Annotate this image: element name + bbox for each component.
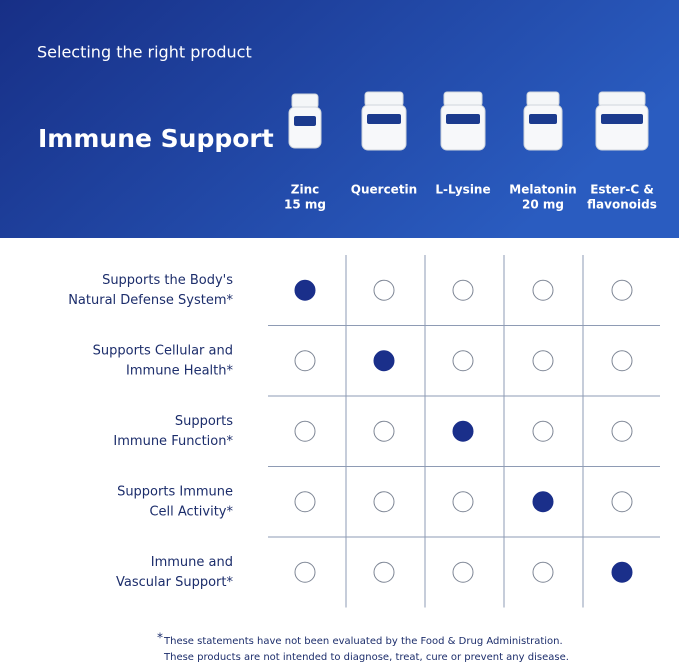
footnote: These statements have not been evaluated… [163,636,563,647]
bottle-cap [364,91,404,107]
row-label: Supports [175,414,233,429]
empty-indicator [532,561,554,583]
empty-indicator [611,350,633,372]
product-name: Melatonin [509,183,576,197]
empty-indicator [373,420,395,442]
empty-indicator [452,279,474,301]
product-name: Zinc [291,183,319,197]
bottle-logo [529,114,557,124]
bottle-body [523,104,563,151]
row-label: Natural Defense System* [68,293,233,308]
row-label: Immune Health* [126,363,233,378]
row-label: Vascular Support* [116,575,233,590]
footnote-mark: * [157,631,163,645]
row-label: Immune Function* [113,434,233,449]
title: Immune Support [38,124,274,153]
bottle-logo [294,116,316,126]
empty-indicator [611,279,633,301]
filled-indicator [373,350,395,372]
product-name: 20 mg [522,198,564,212]
bottle-body [288,106,322,149]
bottle-logo [367,114,401,124]
row-label: Supports Immune [117,484,233,499]
empty-indicator [294,561,316,583]
footnote: These products are not intended to diagn… [163,652,569,663]
product-name: 15 mg [284,198,326,212]
bottle-body [361,104,407,151]
row-label: Supports the Body's [102,273,233,288]
filled-indicator [532,491,554,513]
bottle-cap [291,93,319,109]
empty-indicator [452,491,474,513]
bottle-cap [443,91,483,107]
product-name: Quercetin [351,183,417,197]
bottle-body [595,104,649,151]
empty-indicator [452,350,474,372]
header-background [0,0,679,238]
bottle-cap [526,91,560,107]
empty-indicator [532,350,554,372]
bottle-cap [598,91,646,107]
empty-indicator [373,561,395,583]
empty-indicator [373,491,395,513]
row-label: Cell Activity* [149,504,233,519]
empty-indicator [532,420,554,442]
empty-indicator [294,420,316,442]
empty-indicator [532,279,554,301]
row-label: Immune and [151,555,233,570]
empty-indicator [452,561,474,583]
filled-indicator [452,420,474,442]
empty-indicator [294,350,316,372]
filled-indicator [294,279,316,301]
bottle-body [440,104,486,151]
row-label: Supports Cellular and [93,343,233,358]
filled-indicator [611,561,633,583]
empty-indicator [373,279,395,301]
product-name: L-Lysine [435,183,490,197]
empty-indicator [611,491,633,513]
bottle-logo [446,114,480,124]
subtitle: Selecting the right product [37,43,252,62]
comparison-grid: Supports the Body's Natural Defense Syste… [68,255,660,608]
empty-indicator [294,491,316,513]
product-name: flavonoids [587,198,657,212]
empty-indicator [611,420,633,442]
product-name: Ester-C & [590,183,654,197]
bottle-logo [601,114,643,124]
